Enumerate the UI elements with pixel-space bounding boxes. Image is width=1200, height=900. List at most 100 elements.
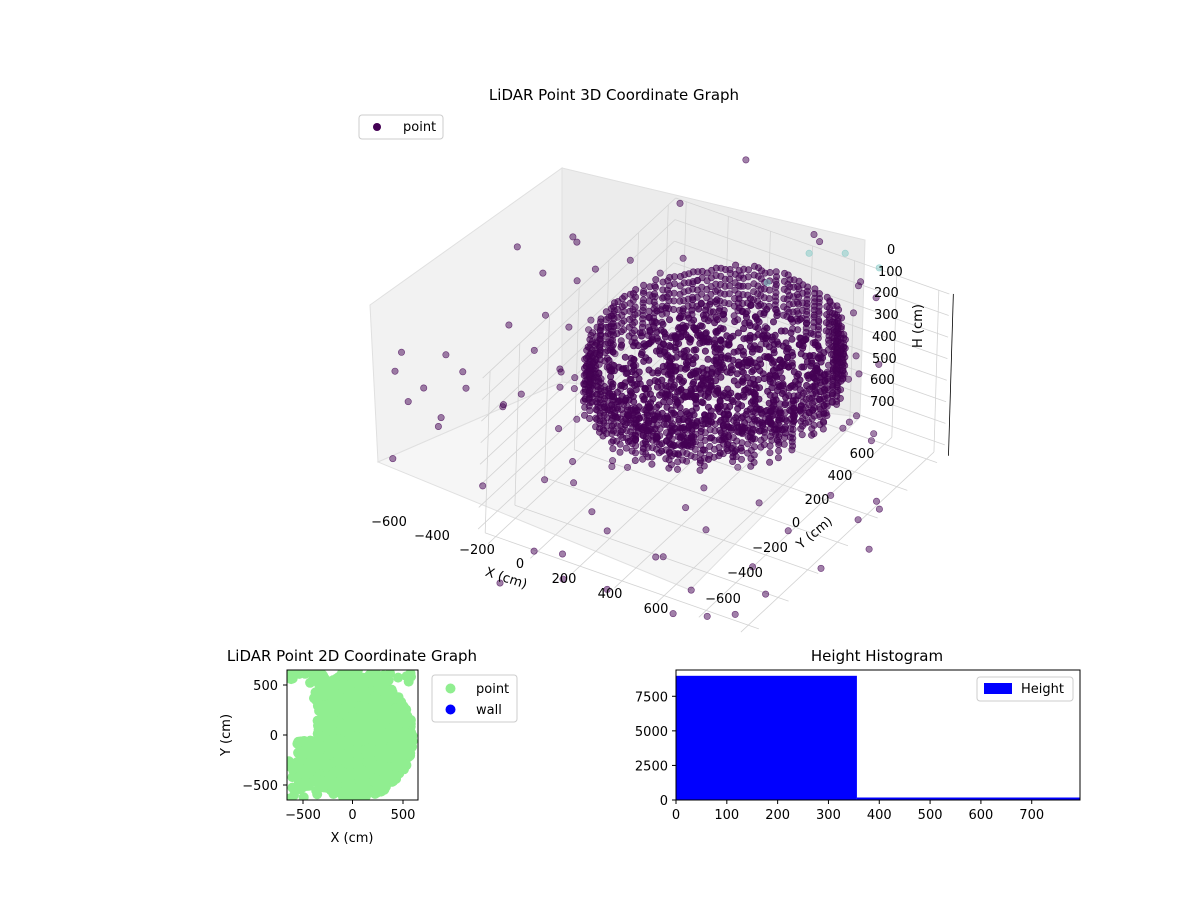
legend-frame <box>358 114 444 140</box>
point-marker <box>326 744 336 755</box>
point-marker <box>786 406 794 414</box>
y-tick-label: 2500 <box>635 759 668 774</box>
point-marker <box>749 563 757 571</box>
point-marker <box>375 737 386 748</box>
point-marker <box>673 465 681 473</box>
point-marker <box>781 423 789 431</box>
point-marker <box>593 415 601 423</box>
point-marker <box>639 444 647 452</box>
point-marker <box>837 386 845 394</box>
point-marker <box>865 545 873 553</box>
point-marker <box>717 373 725 381</box>
point-marker <box>772 305 780 313</box>
x-tick-label: 0 <box>516 557 524 572</box>
point-marker <box>384 712 395 723</box>
point-marker <box>634 309 642 317</box>
point-marker <box>702 526 710 534</box>
point-marker <box>645 356 653 364</box>
point-marker <box>671 450 679 458</box>
point-marker <box>645 313 653 321</box>
point-marker <box>652 276 660 284</box>
point-marker <box>738 428 746 436</box>
point-marker <box>712 390 720 398</box>
point-marker <box>352 744 363 755</box>
point-marker <box>640 281 648 289</box>
point-marker <box>822 319 830 327</box>
point-marker <box>648 453 656 461</box>
y-ticks-3d: −600 −400 −200 0 200 400 600 <box>705 447 874 607</box>
point-marker <box>769 318 777 326</box>
point-marker <box>731 610 739 618</box>
point-marker <box>766 449 774 457</box>
point-marker <box>810 430 818 438</box>
point-marker <box>730 348 738 356</box>
point-marker <box>499 401 507 409</box>
point-marker <box>746 405 754 413</box>
point-marker <box>713 361 721 369</box>
point-marker <box>640 287 648 295</box>
point-marker <box>696 456 704 464</box>
point-marker <box>558 550 566 558</box>
x-ticks-hist: 0 100 200 300 400 500 600 700 <box>672 800 1044 823</box>
point-marker <box>337 679 348 690</box>
point-marker <box>732 414 740 422</box>
point-marker <box>746 334 754 342</box>
point-marker <box>586 387 594 395</box>
point-marker <box>810 311 818 319</box>
point-marker <box>665 342 673 350</box>
point-marker <box>721 340 729 348</box>
point-marker <box>711 336 719 344</box>
point-marker <box>541 476 549 484</box>
point-marker <box>867 437 875 445</box>
point-marker <box>695 305 703 313</box>
point-marker <box>632 361 640 369</box>
point-marker <box>742 313 750 321</box>
point-marker <box>737 282 745 290</box>
point-marker <box>397 348 405 356</box>
point-marker <box>749 425 757 433</box>
point-marker <box>689 368 697 376</box>
point-marker <box>624 411 632 419</box>
point-marker <box>696 466 704 474</box>
point-marker <box>687 441 695 449</box>
point-marker <box>668 374 676 382</box>
point-marker <box>669 383 677 391</box>
y-tick-label: −500 <box>242 779 278 794</box>
point-marker <box>776 356 784 364</box>
point-marker <box>704 412 712 420</box>
point-marker <box>382 697 393 708</box>
z-tick-label: 300 <box>874 308 899 323</box>
point-marker <box>716 449 724 457</box>
point-marker <box>688 432 696 440</box>
point-marker <box>646 328 654 336</box>
point-marker <box>741 358 749 366</box>
point-marker <box>750 458 758 466</box>
point-marker <box>656 391 664 399</box>
point-marker <box>731 286 739 294</box>
point-marker <box>608 361 616 369</box>
point-marker <box>626 256 634 264</box>
point-marker <box>820 419 828 427</box>
point-marker <box>658 447 666 455</box>
point-marker <box>688 387 696 395</box>
point-marker <box>589 352 597 360</box>
point-marker <box>832 366 840 374</box>
z-tick-label: 700 <box>870 395 895 410</box>
point-marker <box>603 527 611 535</box>
point-marker <box>852 412 860 420</box>
point-marker <box>359 734 370 745</box>
point-marker <box>635 403 643 411</box>
point-marker <box>479 482 487 490</box>
point-marker <box>810 231 818 239</box>
point-marker <box>530 346 538 354</box>
point-marker <box>643 429 651 437</box>
point-marker <box>779 382 787 390</box>
point-marker <box>623 463 631 471</box>
point-marker <box>824 336 832 344</box>
point-marker <box>750 380 758 388</box>
point-marker <box>747 301 755 309</box>
point-marker <box>649 292 657 300</box>
point-marker <box>565 323 573 331</box>
point-marker <box>761 323 769 331</box>
point-marker <box>659 278 667 286</box>
